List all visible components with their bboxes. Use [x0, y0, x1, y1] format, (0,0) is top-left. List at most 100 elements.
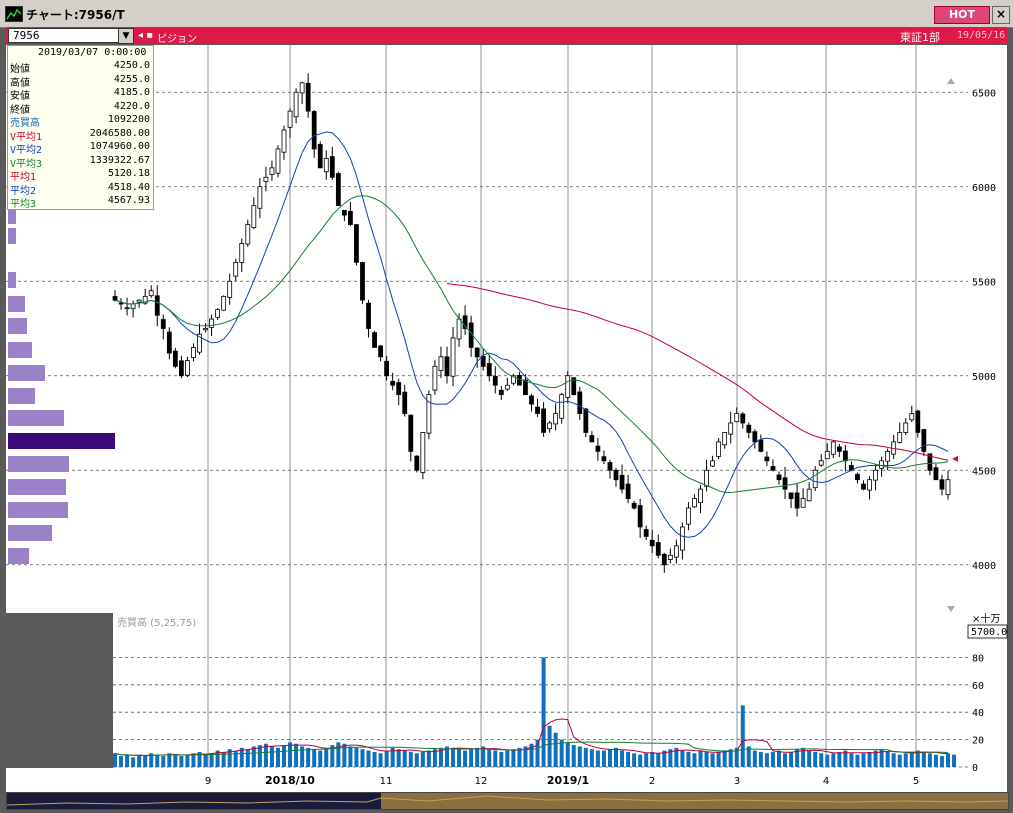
candle-body: [251, 205, 257, 228]
month-label: 11: [380, 776, 393, 787]
candle-body: [185, 360, 190, 376]
left-blank: [6, 613, 113, 768]
candle-body: [360, 262, 365, 301]
volume-bar: [807, 750, 812, 767]
month-label: 5: [913, 776, 919, 787]
candle-body: [861, 483, 866, 490]
candle-body: [172, 350, 178, 367]
candle-body: [402, 391, 408, 414]
info-row: 始値 4250.0: [10, 60, 150, 75]
volume-bar: [686, 751, 691, 767]
volume-bar: [275, 747, 280, 767]
volume-bar: [215, 750, 220, 767]
time-scrollbar[interactable]: [6, 792, 1009, 810]
candle-body: [794, 492, 800, 509]
volume-bar: [523, 746, 528, 767]
candle-body: [812, 469, 818, 489]
candle-body: [631, 502, 637, 509]
hot-button[interactable]: HOT: [934, 6, 990, 24]
volume-bar: [879, 749, 884, 767]
candle-body: [541, 408, 546, 433]
candle-body: [613, 469, 619, 481]
volume-bar: [933, 754, 938, 767]
volume-pane: [113, 613, 968, 768]
volume-bar: [565, 742, 570, 767]
candle-body: [842, 450, 848, 462]
volume-bar: [438, 747, 443, 767]
volume-bar: [813, 751, 818, 767]
candle-body: [329, 156, 335, 178]
candle-body: [879, 460, 885, 469]
candle-body: [239, 243, 245, 263]
volume-max-label: 5700.0: [971, 627, 1007, 638]
candle-body: [287, 110, 293, 128]
info-row: 平均1 5120.18: [10, 168, 150, 183]
candle-body: [547, 422, 553, 430]
xaxis-pane: [6, 768, 1007, 792]
symbol-dropdown-button[interactable]: ▼: [118, 28, 134, 44]
candle-body: [939, 479, 945, 490]
volume-bar: [312, 749, 317, 767]
volume-bar: [704, 751, 709, 767]
title-bar: チャート:7956/T HOT ×: [0, 0, 1013, 28]
volume-bar: [402, 750, 407, 767]
volume-bar: [698, 750, 703, 767]
volume-bar: [795, 749, 800, 767]
candle-body: [776, 474, 782, 481]
month-label: 2018/10: [265, 774, 315, 787]
candle-body: [480, 355, 486, 367]
volume-bar: [336, 742, 341, 767]
candle-body: [529, 395, 534, 405]
volume-bar: [119, 756, 124, 767]
candle-body: [643, 529, 649, 537]
candle-body: [281, 129, 287, 153]
volume-bar: [535, 739, 540, 767]
candle-body: [209, 318, 214, 328]
month-label: 12: [475, 776, 488, 787]
volume-bar: [837, 751, 842, 767]
info-label: 平均1: [10, 172, 37, 183]
volume-bar: [239, 747, 244, 767]
volume-bar: [873, 750, 878, 767]
candle-body: [800, 498, 806, 508]
candle-body: [649, 539, 655, 547]
volume-bar: [463, 750, 468, 767]
volume-bar: [288, 742, 293, 767]
scroll-up-icon: [947, 78, 955, 84]
candle-body: [692, 498, 697, 508]
candle-body: [148, 290, 154, 297]
candle-body: [897, 432, 903, 443]
volume-bar: [396, 749, 401, 767]
volume-bar: [360, 749, 365, 767]
volume-profile-bar: [8, 525, 52, 541]
candle-body: [830, 441, 836, 455]
volume-bar: [517, 747, 522, 767]
volume-profile-bar: [8, 502, 68, 518]
candle-body: [492, 375, 498, 386]
volume-bar: [390, 747, 395, 767]
symbol-input[interactable]: 7956: [8, 28, 120, 43]
volume-bar: [650, 751, 655, 767]
volume-bar: [131, 757, 136, 767]
candle-body: [535, 406, 540, 414]
candle-body: [112, 296, 118, 301]
candle-body: [227, 280, 233, 298]
volume-title: 売買高 (5,25,75): [117, 616, 196, 629]
price-tick-label: 4000: [972, 561, 996, 572]
volume-bar: [710, 753, 715, 767]
volume-bar: [722, 750, 727, 767]
candle-body: [667, 554, 673, 560]
volume-bar: [668, 749, 673, 767]
volume-profile-bar: [8, 228, 16, 244]
info-row: V平均2 1074960.00: [10, 141, 150, 156]
volume-profile-bar: [8, 548, 29, 564]
close-button[interactable]: ×: [992, 6, 1010, 24]
volume-bar: [903, 753, 908, 767]
volume-bar: [764, 753, 769, 767]
candle-body: [698, 488, 703, 504]
candle-body: [836, 446, 842, 452]
volume-bar: [614, 747, 619, 767]
volume-profile-bar: [8, 388, 35, 404]
volume-profile-bar: [8, 479, 66, 495]
